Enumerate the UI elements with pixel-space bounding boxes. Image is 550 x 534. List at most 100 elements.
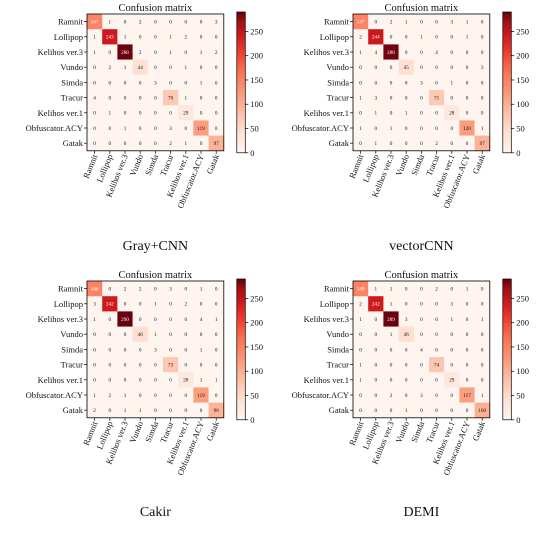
y-tick-label: Kelihos ver.1 [38, 108, 83, 118]
cell-value-label: 1 [466, 20, 469, 26]
cell-value-label: 0 [466, 408, 469, 414]
cell-value-label: 0 [466, 378, 469, 384]
cell-1-6 [444, 29, 460, 45]
cell-value-label: 0 [359, 408, 362, 414]
cell-0-4 [413, 14, 430, 30]
y-tick-label: Kelihos ver.3 [38, 314, 83, 324]
cell-4-3 [398, 341, 415, 358]
cell-1-2 [117, 296, 133, 312]
colorbar-tick-label: 150 [250, 342, 263, 352]
cell-value-label: 0 [466, 50, 469, 56]
cell-value-label: 0 [481, 302, 484, 308]
cell-7-3 [398, 387, 415, 403]
cell-value-label: 0 [154, 408, 157, 414]
cell-1-1 [102, 296, 118, 312]
cell-value-label: 0 [451, 287, 454, 293]
y-tick-label: Obfuscator.ACY [26, 390, 83, 400]
cell-4-5 [163, 74, 179, 91]
cell-1-0 [87, 296, 103, 312]
x-tick-label: Gatak [204, 152, 221, 175]
cell-value-label: 0 [420, 20, 423, 26]
cell-3-1 [102, 59, 118, 76]
cell-7-5 [163, 387, 179, 403]
cell-value-label: 1 [390, 332, 393, 338]
cell-6-6 [444, 105, 460, 121]
y-tick-label: Ramnit [58, 17, 84, 27]
cell-value-label: 0 [139, 96, 142, 102]
cell-5-2 [117, 90, 133, 106]
cell-4-8 [474, 341, 491, 358]
cell-value-label: 3 [481, 65, 484, 71]
cell-value-label: 3 [93, 302, 96, 308]
cell-5-2 [383, 90, 399, 106]
cell-3-4 [147, 59, 164, 76]
cell-8-3 [398, 402, 415, 419]
cell-value-label: 244 [372, 35, 380, 41]
cell-value-label: 0 [481, 111, 484, 117]
cell-value-label: 147 [357, 20, 365, 26]
cell-5-5 [429, 90, 445, 106]
cell-value-label: 1 [451, 317, 454, 323]
cell-value-label: 3 [169, 287, 172, 293]
cell-2-8 [208, 311, 225, 327]
cell-2-1 [102, 311, 118, 327]
cell-value-label: 0 [451, 332, 454, 338]
cell-3-1 [102, 326, 118, 343]
y-tick-label: Gatak [329, 138, 350, 148]
cell-value-label: 0 [109, 332, 112, 338]
y-tick-label: Obfuscator.ACY [292, 123, 349, 133]
cell-8-7 [459, 135, 475, 152]
cell-6-3 [132, 372, 149, 388]
colorbar-tick-label: 250 [250, 293, 263, 303]
cell-6-3 [132, 105, 149, 121]
cell-7-2 [383, 120, 399, 136]
cell-value-label: 0 [154, 378, 157, 384]
cell-value-label: 0 [405, 96, 408, 102]
cell-value-label: 0 [200, 111, 203, 117]
cell-value-label: 0 [390, 408, 393, 414]
cell-0-5 [429, 14, 445, 30]
cell-2-7 [193, 311, 209, 327]
cell-value-label: 0 [451, 141, 454, 147]
cell-value-label: 0 [139, 111, 142, 117]
cell-value-label: 29 [449, 378, 455, 384]
cell-2-4 [413, 44, 430, 60]
cell-value-label: 0 [405, 347, 408, 353]
cell-8-4 [413, 402, 430, 419]
cell-8-5 [429, 402, 445, 419]
cell-3-3 [132, 326, 149, 343]
cell-value-label: 0 [405, 50, 408, 56]
cell-4-8 [474, 74, 491, 91]
cell-value-label: 0 [109, 347, 112, 353]
cell-2-0 [87, 311, 103, 327]
cell-6-6 [178, 372, 194, 388]
cell-value-label: 0 [405, 126, 408, 132]
cell-5-8 [208, 357, 225, 373]
cell-3-8 [474, 59, 491, 76]
cell-value-label: 1 [405, 408, 408, 414]
cell-4-3 [132, 341, 149, 358]
cell-5-6 [178, 90, 194, 106]
cell-5-4 [147, 90, 164, 106]
cell-value-label: 0 [200, 363, 203, 369]
cell-value-label: 0 [420, 111, 423, 117]
cell-0-7 [459, 281, 475, 297]
cell-value-label: 0 [405, 393, 408, 399]
cell-3-8 [208, 59, 225, 76]
cell-value-label: 0 [359, 332, 362, 338]
cell-value-label: 1 [481, 317, 484, 323]
cell-value-label: 1 [420, 35, 423, 41]
cell-value-label: 0 [215, 111, 218, 117]
cell-7-3 [132, 120, 149, 136]
cell-5-6 [178, 357, 194, 373]
cell-value-label: 0 [405, 141, 408, 147]
cell-value-label: 4 [93, 96, 96, 102]
colorbar-tick-label: 150 [516, 342, 529, 352]
cell-value-label: 0 [359, 141, 362, 147]
cell-2-3 [132, 311, 149, 327]
cell-7-5 [163, 120, 179, 136]
cell-value-label: 0 [466, 65, 469, 71]
cell-value-label: 0 [481, 20, 484, 26]
cell-1-4 [147, 296, 164, 312]
